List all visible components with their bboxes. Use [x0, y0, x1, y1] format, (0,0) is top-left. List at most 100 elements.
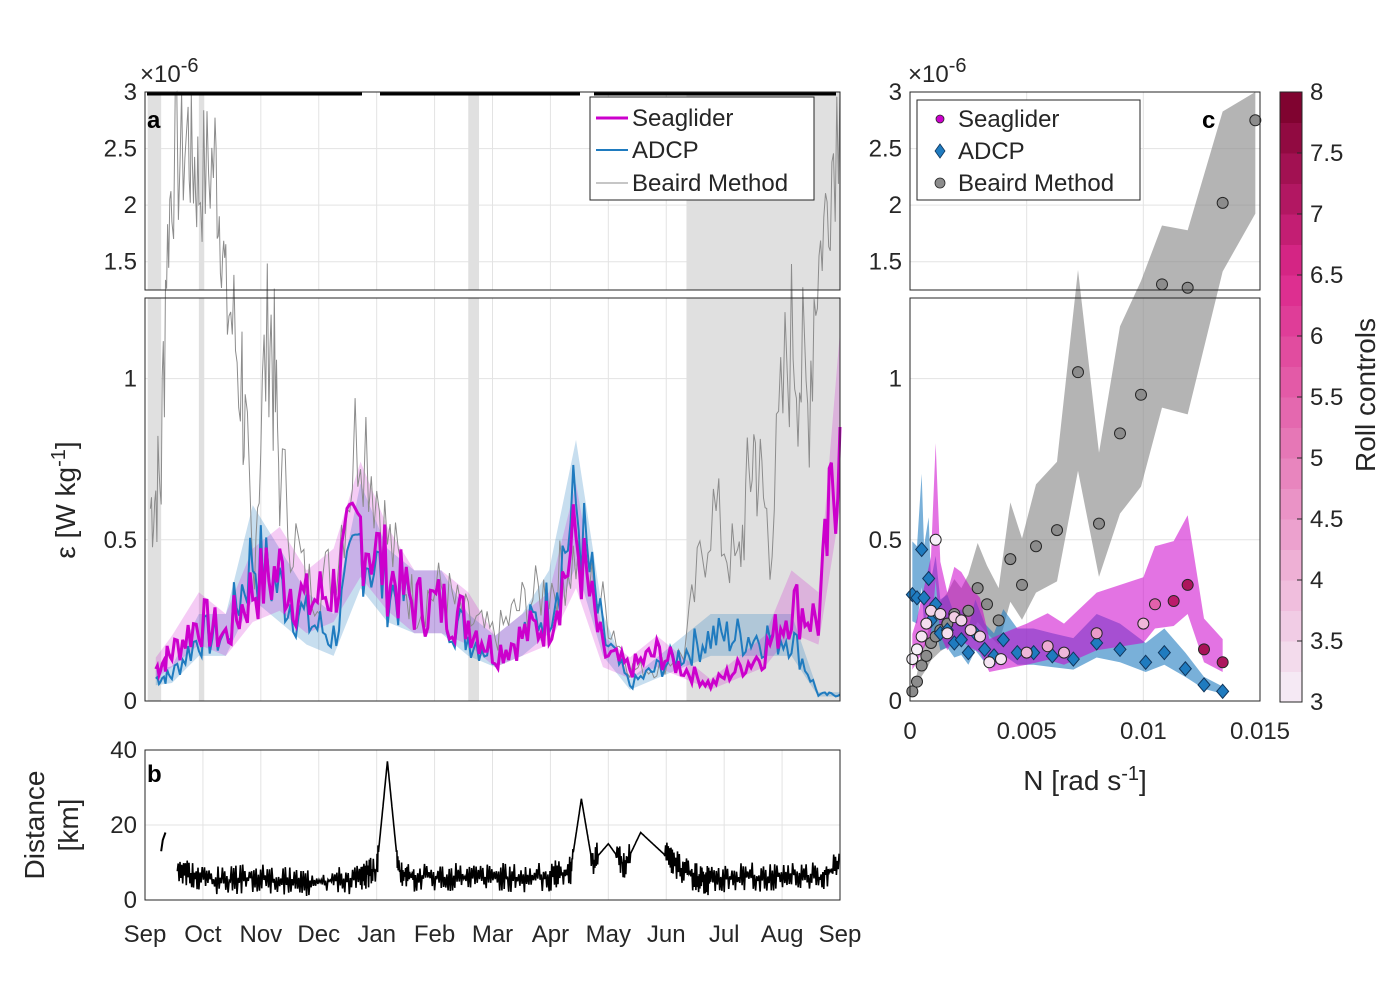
colorbar-tick-label: 6	[1310, 323, 1323, 350]
colorbar-tick-label: 3.5	[1310, 628, 1343, 655]
seaglider-point	[964, 624, 977, 637]
legend-c-beaird-label: Beaird Method	[958, 170, 1114, 197]
legend-c-adcp-label: ADCP	[958, 138, 1025, 165]
shaded-gap-period	[468, 92, 480, 290]
panel-a-label: a	[147, 107, 161, 134]
x-tick-label: Jan	[357, 921, 396, 948]
y-tick-label: 20	[110, 812, 137, 839]
colorbar-segment	[1280, 305, 1302, 337]
beaird-point	[920, 649, 933, 662]
y-tick-label: 1	[124, 366, 137, 393]
adcp-point	[915, 541, 929, 558]
colorbar-segment	[1280, 366, 1302, 398]
legend-seaglider-label: Seaglider	[632, 105, 733, 132]
beaird-point	[1030, 540, 1042, 553]
distance-line-segment	[160, 832, 167, 852]
x-tick-label: 0.01	[1120, 718, 1167, 745]
x-tick-label: Mar	[472, 921, 513, 948]
panel-a: 1.5 2 2.5 3 0 0.5 1 a ×10-6 Seaglider ADCP Bea…	[48, 55, 842, 715]
shaded-gap-period	[468, 298, 480, 701]
beaird-point	[1004, 553, 1017, 566]
beaird-point	[1249, 114, 1262, 127]
x-tick-label: Apr	[532, 921, 569, 948]
seaglider-point	[1167, 595, 1180, 608]
seaglider-point	[1181, 578, 1194, 591]
x-tick-label: Nov	[239, 921, 282, 948]
adcp-point	[996, 631, 1010, 648]
beaird-point	[1051, 524, 1063, 537]
beaird-point	[1016, 578, 1028, 591]
beaird-range-band	[912, 92, 1256, 695]
colorbar-segment	[1280, 397, 1302, 428]
seaglider-point	[955, 614, 968, 627]
adcp-point	[917, 590, 931, 606]
colorbar-segment	[1280, 641, 1302, 672]
adcp-point	[1139, 654, 1153, 671]
adcp-point	[1090, 635, 1104, 651]
y-axis-label-distance: Distance	[19, 771, 50, 880]
panel-a-upper-frame	[144, 91, 841, 291]
seaglider-point	[974, 630, 986, 643]
colorbar-tick-label: 6.5	[1310, 262, 1343, 289]
y-tick-label: 1.5	[869, 249, 902, 276]
x-tick-label: Sep	[124, 921, 167, 948]
x-tick-label: 0.005	[997, 718, 1057, 745]
adcp-point	[1216, 683, 1230, 700]
legend-beaird-label: Beaird Method	[632, 170, 788, 197]
y-tick-label: 0	[124, 887, 137, 914]
legend-c-adcp-marker	[934, 143, 946, 159]
colorbar-segment	[1280, 336, 1302, 367]
x-tick-label: 0	[903, 718, 916, 745]
beaird-point	[1093, 517, 1105, 530]
colorbar-segment	[1280, 214, 1302, 245]
adcp-point	[1045, 648, 1059, 664]
beaird-point	[915, 659, 928, 672]
seaglider-point	[1216, 656, 1229, 669]
colorbar-segment	[1280, 183, 1302, 215]
panel-a-legend: Seaglider ADCP Beaird Method	[589, 96, 815, 201]
beaird-point	[971, 582, 984, 595]
seaglider-point	[1041, 640, 1054, 653]
x-tick-label: Aug	[761, 921, 804, 948]
x-tick-label: Feb	[414, 921, 455, 948]
colorbar-segment	[1280, 610, 1302, 642]
beaird-point	[1114, 427, 1126, 440]
y-tick-label: 3	[889, 79, 902, 106]
x-tick-label: Jul	[709, 921, 740, 948]
y-tick-label: 2.5	[104, 136, 137, 163]
adcp-point	[1113, 641, 1127, 658]
x-tick-label: Sep	[819, 921, 862, 948]
y-tick-label: 2	[124, 192, 137, 219]
colorbar-segment	[1280, 427, 1302, 459]
panel-b-frame	[144, 749, 841, 901]
panel-a-lower-frame	[144, 297, 841, 702]
beaird-point	[1216, 196, 1229, 209]
colorbar-tick-label: 4	[1310, 567, 1323, 594]
seaglider-point	[1090, 627, 1103, 640]
seaglider-point	[934, 607, 947, 620]
adcp-point	[961, 644, 975, 661]
colorbar-segment	[1280, 488, 1302, 520]
panel-c-exponent: ×10-6	[908, 55, 967, 88]
y-tick-label: 40	[110, 737, 137, 764]
x-tick-label: May	[586, 921, 631, 948]
panel-a-exponent: ×10-6	[140, 55, 199, 88]
colorbar-tick-label: 8	[1310, 79, 1323, 106]
beaird-line	[149, 90, 841, 679]
adcp-point	[954, 631, 968, 648]
beaird-point	[911, 675, 923, 688]
seaglider-point	[1058, 646, 1070, 659]
y-axis-label-distance-unit: [km]	[53, 799, 84, 852]
colorbar-tick-label: 3	[1310, 689, 1323, 716]
colorbar-segment	[1280, 671, 1302, 703]
legend-c-seaglider-label: Seaglider	[958, 106, 1059, 133]
legend-c-seaglider-marker	[935, 114, 945, 124]
seaglider-point	[920, 617, 933, 630]
adcp-uncertainty-band	[155, 439, 840, 697]
y-tick-label: 3	[124, 79, 137, 106]
shaded-gap-period	[198, 92, 205, 290]
colorbar-tick-label: 4.5	[1310, 506, 1343, 533]
x-axis-label-N: N [rad s-1]	[1023, 763, 1147, 796]
seaglider-point	[983, 656, 996, 669]
colorbar-segment	[1280, 92, 1302, 123]
